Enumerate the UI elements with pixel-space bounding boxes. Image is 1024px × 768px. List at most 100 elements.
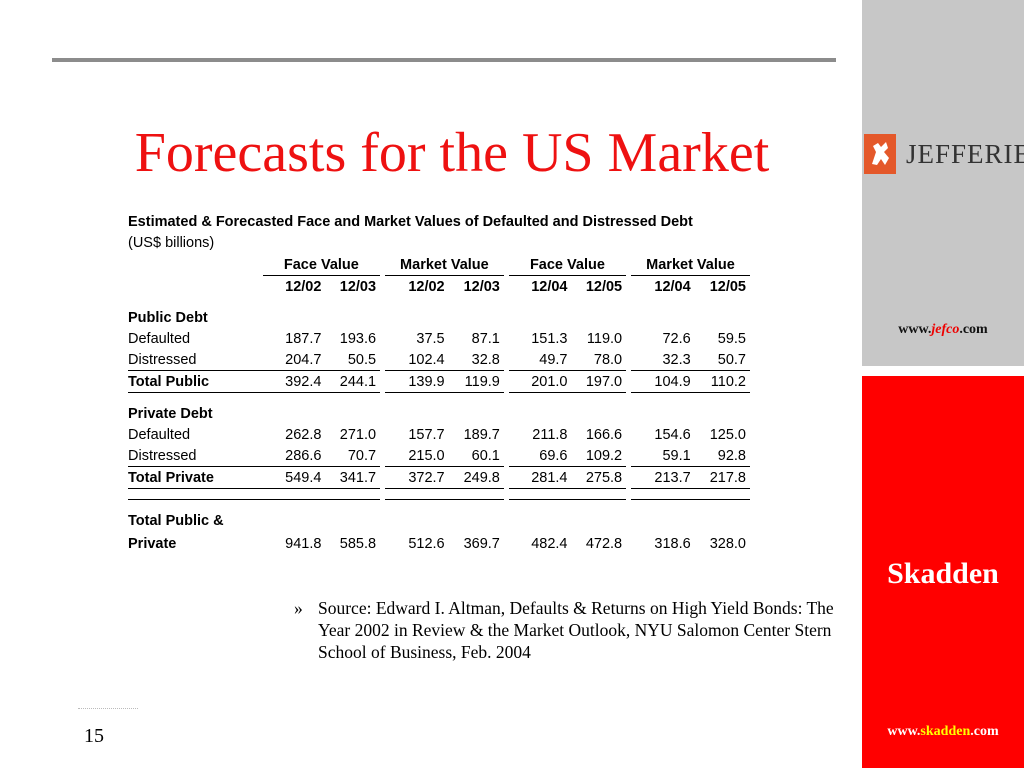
total-row: Total Public 392.4 244.1 139.9 119.9 201… <box>128 371 750 393</box>
table-cell: 70.7 <box>325 445 381 467</box>
row-label: Distressed <box>128 445 263 467</box>
debt-values-table: Face Value Market Value Face Value Marke… <box>128 254 750 552</box>
jefco-url-domain: jefco <box>931 322 960 337</box>
table-cell: 49.7 <box>508 349 572 371</box>
table-cell: 32.3 <box>630 349 695 371</box>
table-cell: 204.7 <box>262 349 326 371</box>
period-header: 12/04 <box>654 278 691 295</box>
table-cell: 585.8 <box>339 536 377 552</box>
period-header-row: 12/02 12/03 12/02 12/03 12/04 12/05 12/0… <box>128 276 750 297</box>
source-text: Source: Edward I. Altman, Defaults & Ret… <box>318 598 834 662</box>
table-cell: 60.1 <box>448 445 504 467</box>
table-cell: 482.4 <box>531 536 568 552</box>
table-cell: 154.6 <box>654 426 691 443</box>
table-cell: 166.6 <box>585 426 623 443</box>
table-cell: 78.0 <box>571 349 627 371</box>
table-caption: Estimated & Forecasted Face and Market V… <box>128 214 693 230</box>
table-cell: 392.4 <box>262 371 326 393</box>
grand-total-label-line1: Total Public & <box>128 512 224 529</box>
page-number: 15 <box>84 725 104 747</box>
table-row: Defaulted 262.8 271.0 157.7 189.7 211.8 … <box>128 424 750 445</box>
grand-total-label-line2: Private <box>128 536 177 552</box>
table-cell: 151.3 <box>531 330 568 347</box>
divider-row <box>128 489 750 500</box>
table-cell: 215.0 <box>384 445 449 467</box>
table-cell: 244.1 <box>325 371 381 393</box>
table-cell: 286.6 <box>262 445 326 467</box>
table-cell: 72.6 <box>662 330 691 347</box>
table-cell: 249.8 <box>448 467 504 489</box>
source-note: » Source: Edward I. Altman, Defaults & R… <box>294 597 834 663</box>
table-cell: 102.4 <box>384 349 449 371</box>
section-heading-row: Public Debt <box>128 307 750 328</box>
total-row: Total Private 549.4 341.7 372.7 249.8 28… <box>128 467 750 489</box>
table-cell: 197.0 <box>571 371 627 393</box>
period-header: 12/03 <box>463 278 500 295</box>
table-cell: 119.0 <box>586 330 623 347</box>
table-cell: 369.7 <box>463 536 500 552</box>
jefco-url-link[interactable]: www.jefco.com <box>862 322 1024 338</box>
skadden-url-prefix: www. <box>887 724 921 739</box>
period-header: 12/02 <box>408 278 445 295</box>
table-cell: 125.0 <box>709 426 746 443</box>
group-header: Market Value <box>384 254 504 276</box>
table-cell: 201.0 <box>508 371 572 393</box>
table-cell: 271.0 <box>339 426 377 443</box>
section-heading: Public Debt <box>128 309 208 326</box>
table-cell: 92.8 <box>694 445 750 467</box>
grand-total-label-row: Total Public & <box>128 510 750 531</box>
section-heading: Private Debt <box>128 405 213 422</box>
row-label: Total Private <box>128 467 263 489</box>
table-units: (US$ billions) <box>128 235 215 251</box>
row-label: Defaulted <box>128 330 191 347</box>
table-cell: 110.2 <box>694 371 750 393</box>
sidebar-bottom-panel <box>862 376 1024 768</box>
skadden-url-link[interactable]: www.skadden.com <box>862 724 1024 740</box>
table-cell: 211.8 <box>532 426 568 443</box>
table-cell: 157.7 <box>408 426 445 443</box>
table-cell: 213.7 <box>630 467 695 489</box>
group-header: Market Value <box>630 254 750 276</box>
jefferies-logo-icon <box>864 134 896 174</box>
section-heading-row: Private Debt <box>128 403 750 424</box>
table-cell: 193.6 <box>339 330 377 347</box>
table-cell: 281.4 <box>508 467 572 489</box>
period-header: 12/02 <box>285 278 322 295</box>
table-cell: 139.9 <box>384 371 449 393</box>
sidebar-gap <box>862 366 1024 376</box>
slide-title: Forecasts for the US Market <box>134 122 770 184</box>
table-cell: 69.6 <box>508 445 572 467</box>
sidebar-top-panel <box>862 0 1024 366</box>
table-cell: 59.5 <box>717 330 746 347</box>
skadden-url-suffix: .com <box>970 724 999 739</box>
table-cell: 189.7 <box>463 426 500 443</box>
table-cell: 119.9 <box>448 371 504 393</box>
table-cell: 341.7 <box>325 467 381 489</box>
row-label: Total Public <box>128 371 263 393</box>
table-cell: 328.0 <box>709 536 746 552</box>
debt-values-table-block: Estimated & Forecasted Face and Market V… <box>128 213 750 552</box>
period-header: 12/03 <box>339 278 377 295</box>
table-cell: 87.1 <box>471 330 500 347</box>
table-cell: 217.8 <box>694 467 750 489</box>
page-number-divider <box>78 708 138 709</box>
table-cell: 109.2 <box>571 445 627 467</box>
jefco-url-suffix: .com <box>959 322 988 337</box>
row-label: Defaulted <box>128 426 191 443</box>
table-row: Distressed 204.7 50.5 102.4 32.8 49.7 78… <box>128 349 750 371</box>
table-cell: 37.5 <box>416 330 445 347</box>
bullet-icon: » <box>294 598 303 618</box>
table-cell: 512.6 <box>408 536 445 552</box>
grand-total-row: Private 941.8 585.8 512.6 369.7 482.4 47… <box>128 531 750 552</box>
period-header: 12/04 <box>531 278 568 295</box>
table-row: Distressed 286.6 70.7 215.0 60.1 69.6 10… <box>128 445 750 467</box>
skadden-url-domain: skadden <box>920 724 971 739</box>
jefferies-logo-text: JEFFERIES <box>906 139 1024 169</box>
group-header: Face Value <box>508 254 627 276</box>
top-divider <box>52 58 836 62</box>
table-cell: 472.8 <box>585 536 623 552</box>
table-cell: 372.7 <box>384 467 449 489</box>
table-cell: 59.1 <box>630 445 695 467</box>
period-header: 12/05 <box>585 278 623 295</box>
period-header: 12/05 <box>709 278 746 295</box>
